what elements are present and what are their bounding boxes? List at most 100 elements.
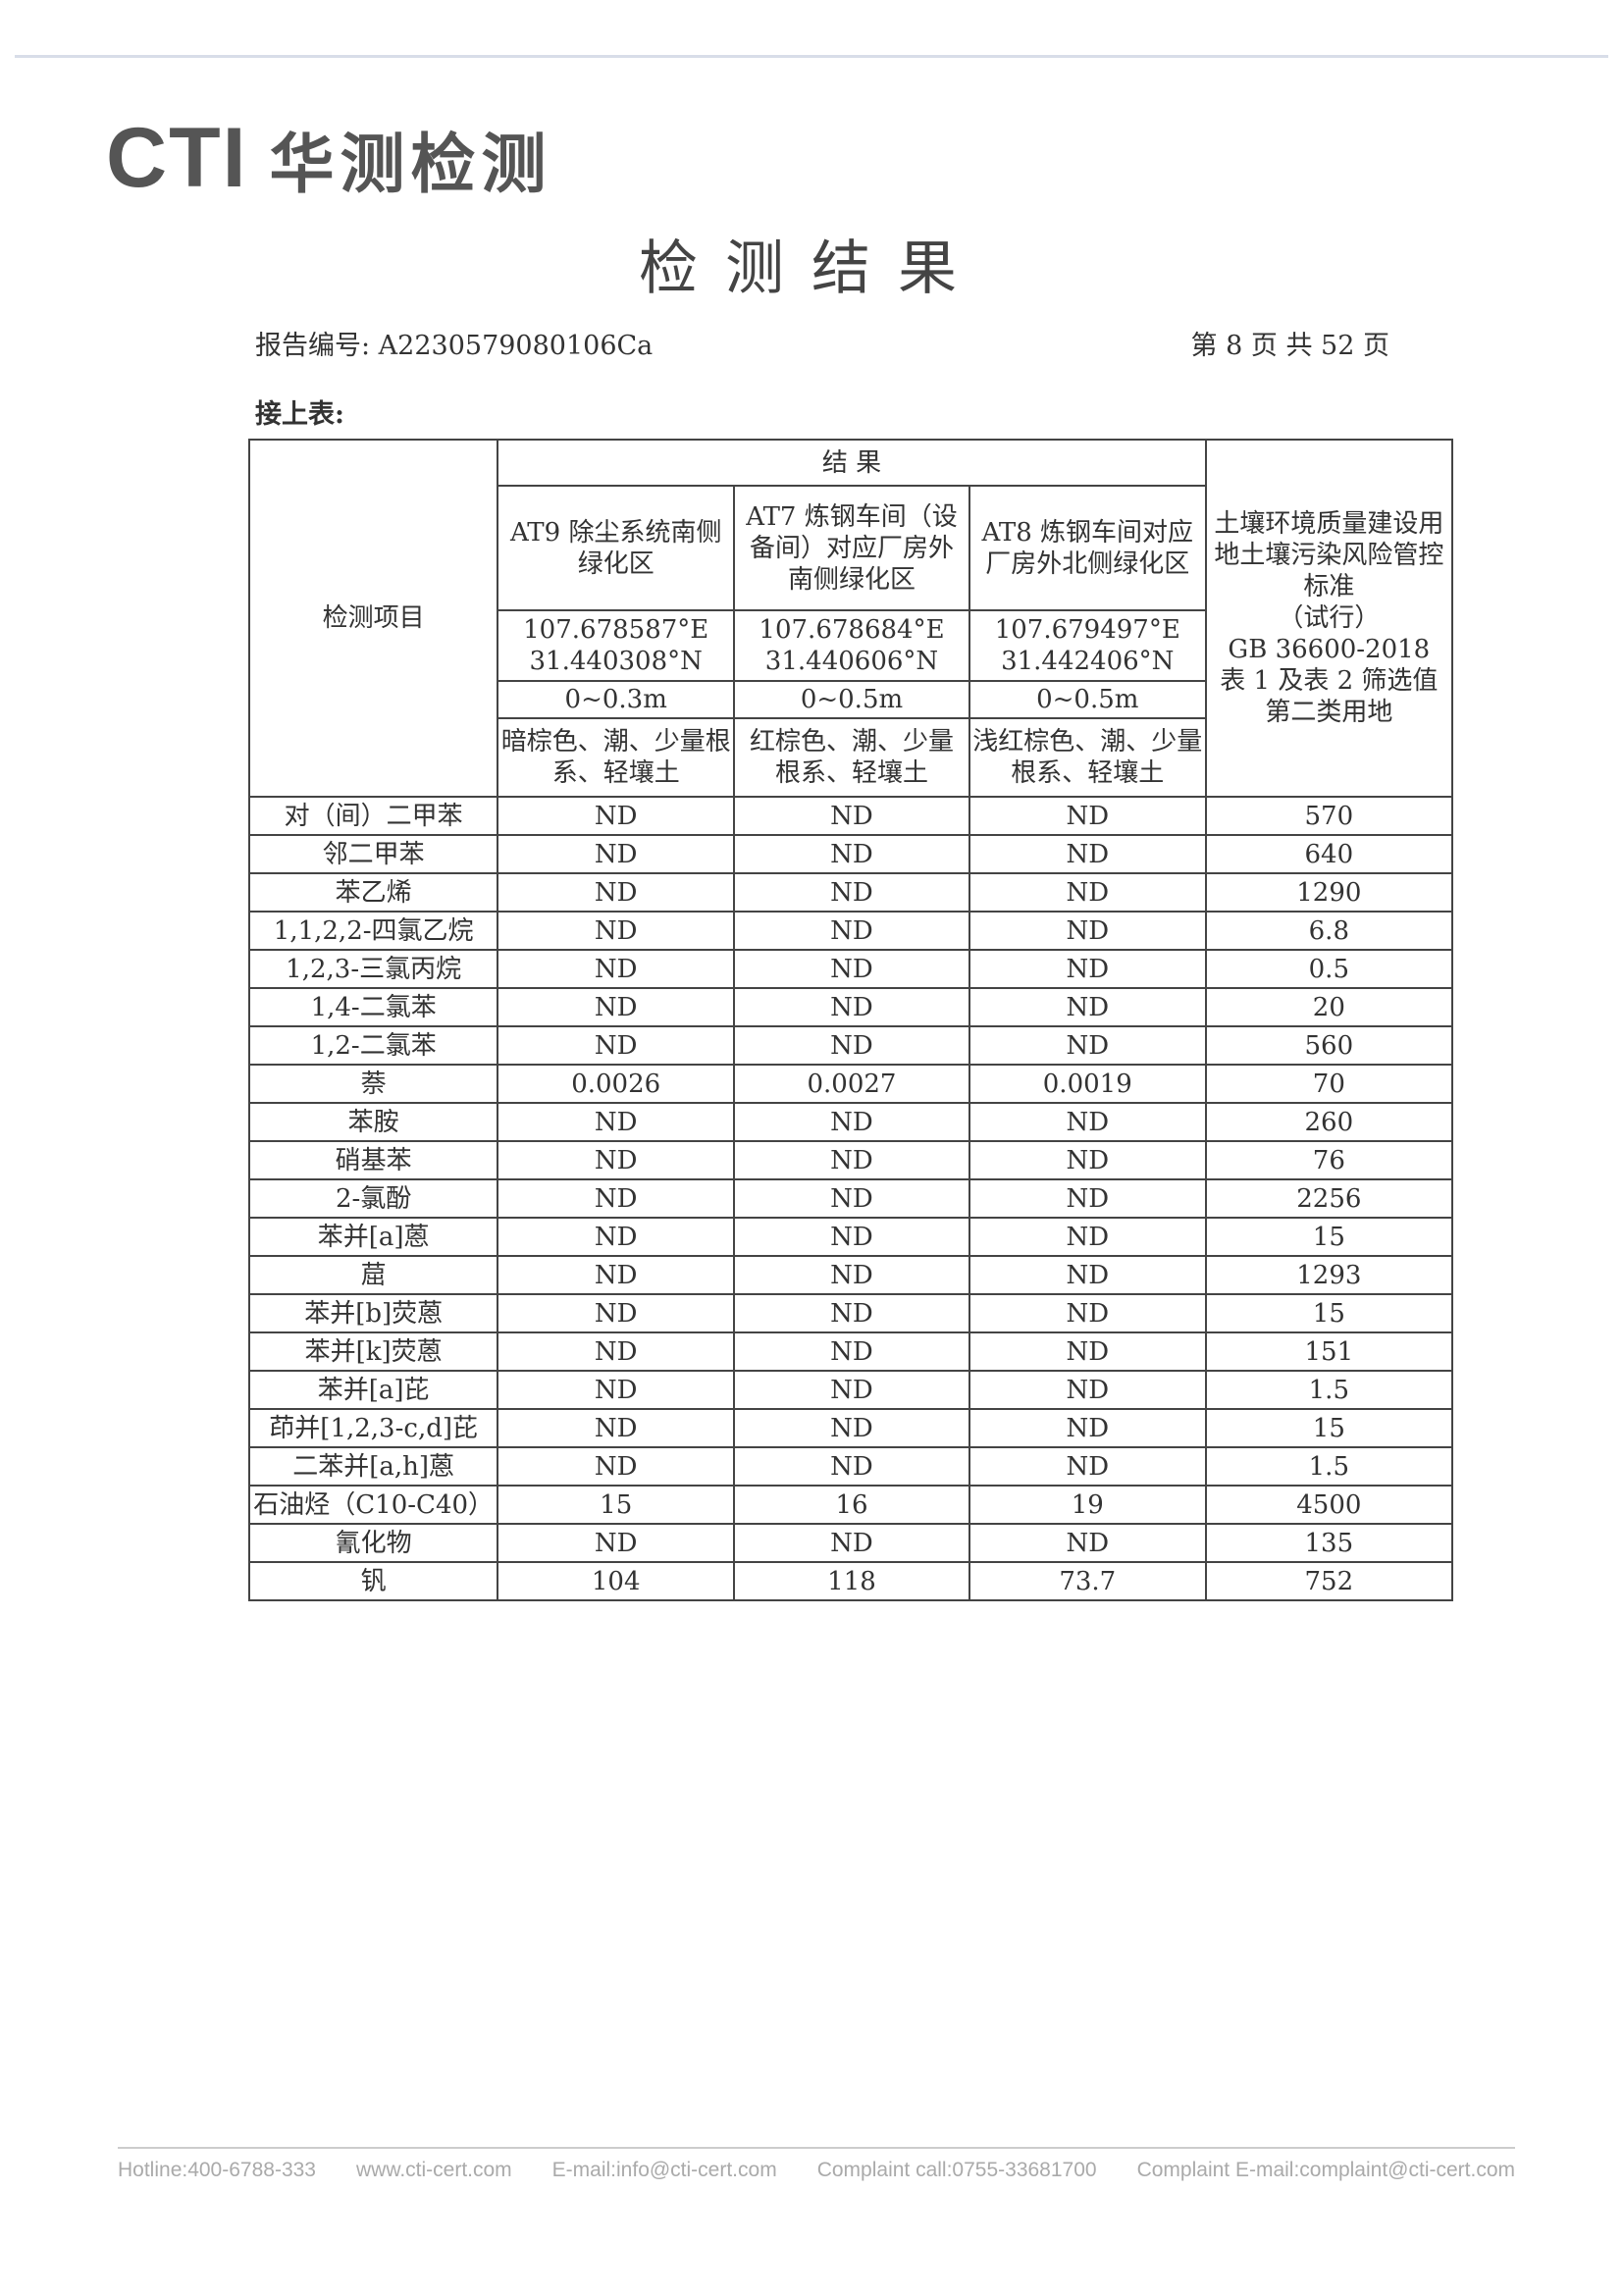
table-row: 苯乙烯 ND ND ND 1290 bbox=[247, 872, 1454, 913]
result-value: ND bbox=[733, 1408, 970, 1448]
analyte-name: 1,2,3-三氯丙烷 bbox=[247, 949, 499, 989]
analyte-name: 1,4-二氯苯 bbox=[247, 987, 499, 1027]
analyte-name: 2-氯酚 bbox=[247, 1178, 499, 1219]
standard-value: 6.8 bbox=[1204, 911, 1454, 951]
item-header: 检测项目 bbox=[247, 439, 499, 798]
result-value: ND bbox=[733, 872, 970, 913]
result-value: ND bbox=[968, 1217, 1207, 1257]
result-value: ND bbox=[968, 796, 1207, 836]
result-value: ND bbox=[733, 1025, 970, 1066]
result-value: 0.0026 bbox=[497, 1064, 736, 1104]
analyte-name: 钒 bbox=[247, 1561, 499, 1601]
sample-description: 红棕色、潮、少量根系、轻壤土 bbox=[733, 717, 970, 798]
analyte-name: 苯并[a]蒽 bbox=[247, 1217, 499, 1257]
analyte-name: 茚并[1,2,3-c,d]芘 bbox=[247, 1408, 499, 1448]
page-info: 第 8 页 共 52 页 bbox=[1190, 331, 1389, 361]
table-row: 1,2-二氯苯 ND ND ND 560 bbox=[247, 1025, 1454, 1066]
table-row: 石油烃（C10-C40） 15 16 19 4500 bbox=[247, 1485, 1454, 1525]
result-value: ND bbox=[497, 1408, 736, 1448]
analyte-name: 石油烃（C10-C40） bbox=[247, 1485, 499, 1525]
standard-value: 752 bbox=[1204, 1561, 1454, 1601]
sample-depth: 0~0.5m bbox=[733, 680, 970, 719]
result-value: ND bbox=[733, 1293, 970, 1333]
table-row: 䓛 ND ND ND 1293 bbox=[247, 1255, 1454, 1295]
analyte-name: 邻二甲苯 bbox=[247, 834, 499, 874]
standard-value: 135 bbox=[1204, 1523, 1454, 1563]
standard-value: 640 bbox=[1204, 834, 1454, 874]
results-header: 结 果 bbox=[497, 439, 1207, 487]
result-value: ND bbox=[733, 1523, 970, 1563]
footer-contact: Complaint call:0755-33681700 bbox=[816, 2159, 1097, 2181]
result-value: 73.7 bbox=[968, 1561, 1207, 1601]
result-value: ND bbox=[968, 1140, 1207, 1180]
result-value: ND bbox=[968, 987, 1207, 1027]
standard-value: 570 bbox=[1204, 796, 1454, 836]
result-value: 15 bbox=[497, 1485, 736, 1525]
footer-rule bbox=[118, 2147, 1515, 2149]
result-value: ND bbox=[497, 987, 736, 1027]
standard-line: 土壤环境质量建设用地土壤污染风险管控标准 bbox=[1214, 509, 1444, 601]
result-value: ND bbox=[968, 872, 1207, 913]
standard-value: 70 bbox=[1204, 1064, 1454, 1104]
standard-value: 1293 bbox=[1204, 1255, 1454, 1295]
result-value: ND bbox=[968, 1255, 1207, 1295]
result-value: ND bbox=[733, 1217, 970, 1257]
result-value: ND bbox=[968, 1523, 1207, 1563]
table-row: 钒 104 118 73.7 752 bbox=[247, 1561, 1454, 1601]
result-value: ND bbox=[497, 834, 736, 874]
report-number: 报告编号: A2230579080106Ca bbox=[255, 331, 654, 361]
logo-brand: CTI bbox=[106, 111, 248, 205]
result-value: 118 bbox=[733, 1561, 970, 1601]
standard-line: 第二类用地 bbox=[1265, 698, 1393, 727]
result-value: 16 bbox=[733, 1485, 970, 1525]
table-row: 苯胺 ND ND ND 260 bbox=[247, 1102, 1454, 1142]
result-value: ND bbox=[733, 911, 970, 951]
standard-value: 15 bbox=[1204, 1217, 1454, 1257]
result-value: ND bbox=[968, 911, 1207, 951]
result-value: ND bbox=[497, 949, 736, 989]
analyte-name: 苯胺 bbox=[247, 1102, 499, 1142]
table-row: 苯并[a]芘 ND ND ND 1.5 bbox=[247, 1370, 1454, 1410]
footer: Hotline:400-6788-333 www.cti-cert.com E-ma… bbox=[118, 2159, 1515, 2182]
sample-name: AT8 炼钢车间对应厂房外北侧绿化区 bbox=[968, 485, 1207, 611]
result-value: ND bbox=[968, 949, 1207, 989]
result-value: ND bbox=[497, 1102, 736, 1142]
standard-value: 260 bbox=[1204, 1102, 1454, 1142]
result-value: ND bbox=[497, 1025, 736, 1066]
table-row: 苯并[b]荧蒽 ND ND ND 15 bbox=[247, 1293, 1454, 1333]
analyte-name: 二苯并[a,h]蒽 bbox=[247, 1446, 499, 1487]
analyte-name: 硝基苯 bbox=[247, 1140, 499, 1180]
result-value: 0.0027 bbox=[733, 1064, 970, 1104]
result-value: ND bbox=[968, 1178, 1207, 1219]
sample-coords: 107.679497°E 31.442406°N bbox=[968, 609, 1207, 682]
result-value: ND bbox=[968, 1025, 1207, 1066]
standard-value: 20 bbox=[1204, 987, 1454, 1027]
result-value: ND bbox=[733, 1102, 970, 1142]
continued-label: 接上表: bbox=[255, 399, 344, 430]
result-value: ND bbox=[968, 834, 1207, 874]
analyte-name: 苯并[b]荧蒽 bbox=[247, 1293, 499, 1333]
result-value: ND bbox=[497, 1140, 736, 1180]
result-value: ND bbox=[733, 1178, 970, 1219]
results-table: 检测项目结 果土壤环境质量建设用地土壤污染风险管控标准 （试行） GB 36600-… bbox=[247, 439, 1454, 1601]
result-value: ND bbox=[497, 796, 736, 836]
result-value: ND bbox=[968, 1331, 1207, 1372]
result-value: ND bbox=[497, 1446, 736, 1487]
cti-logo: CTI 华测检测 bbox=[106, 110, 552, 207]
table-row: 2-氯酚 ND ND ND 2256 bbox=[247, 1178, 1454, 1219]
standard-value: 4500 bbox=[1204, 1485, 1454, 1525]
sample-name: AT9 除尘系统南侧绿化区 bbox=[497, 485, 736, 611]
standard-line: （试行） bbox=[1278, 603, 1381, 633]
sample-depth: 0~0.3m bbox=[497, 680, 736, 719]
result-value: ND bbox=[733, 1255, 970, 1295]
analyte-name: 苯乙烯 bbox=[247, 872, 499, 913]
result-value: ND bbox=[968, 1293, 1207, 1333]
table-row: 1,1,2,2-四氯乙烷 ND ND ND 6.8 bbox=[247, 911, 1454, 951]
sample-description: 浅红棕色、潮、少量根系、轻壤土 bbox=[968, 717, 1207, 798]
table-row: 二苯并[a,h]蒽 ND ND ND 1.5 bbox=[247, 1446, 1454, 1487]
standard-header: 土壤环境质量建设用地土壤污染风险管控标准 （试行） GB 36600-2018 表 1… bbox=[1204, 439, 1454, 798]
standard-value: 76 bbox=[1204, 1140, 1454, 1180]
analyte-name: 苯并[a]芘 bbox=[247, 1370, 499, 1410]
analyte-name: 1,2-二氯苯 bbox=[247, 1025, 499, 1066]
footer-contact: www.cti-cert.com bbox=[355, 2159, 512, 2181]
